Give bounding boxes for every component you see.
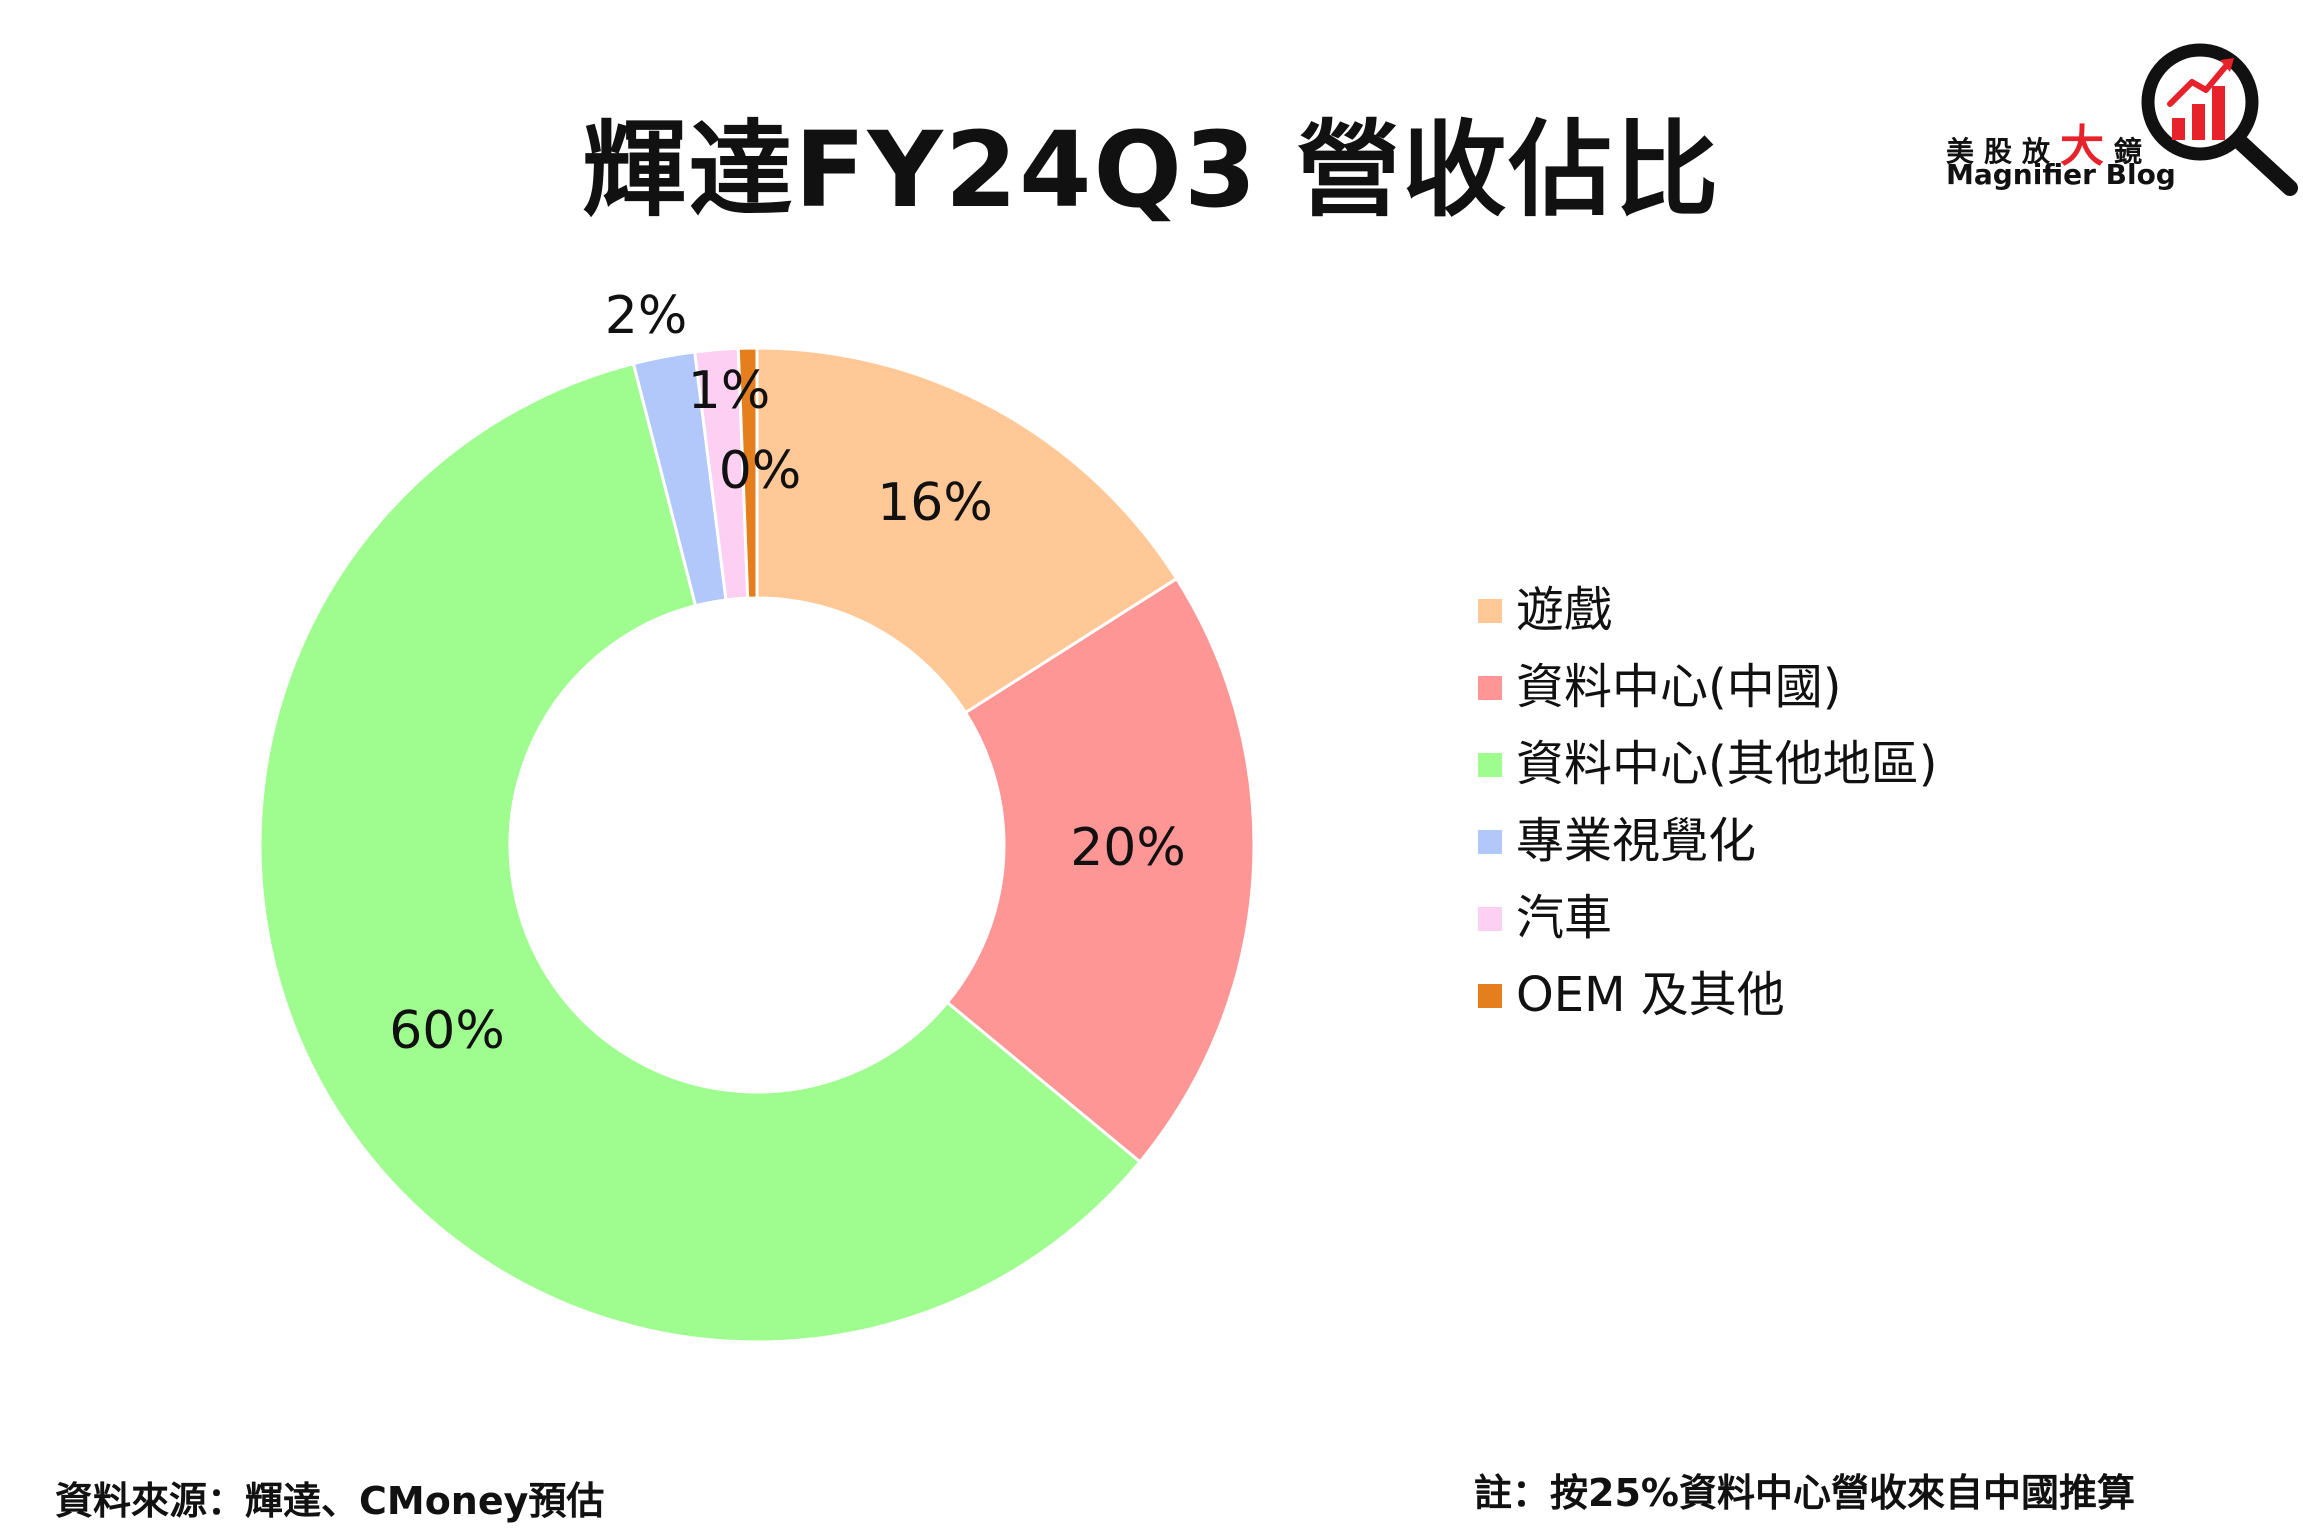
legend-label-4: 汽車 — [1516, 890, 1613, 946]
legend-label-1: 資料中心(中國) — [1516, 659, 1842, 715]
legend-swatch-2 — [1478, 753, 1502, 777]
chart-title: 輝達FY24Q3 營收佔比 — [582, 109, 1721, 231]
donut-slice-5 — [736, 346, 759, 600]
legend-label-3: 專業視覺化 — [1516, 813, 1757, 869]
magnifier-chart-icon — [2141, 43, 2298, 196]
slice-data-label-1: 20% — [1070, 818, 1186, 878]
legend-swatch-1 — [1478, 676, 1502, 700]
legend-label-2: 資料中心(其他地區) — [1516, 736, 1938, 792]
logo-text-english: Magnifier Blog — [1946, 158, 2176, 191]
donut-slice-0 — [755, 346, 1179, 715]
logo-text-chinese: 美股放大鏡 — [1946, 121, 2153, 172]
legend-swatch-3 — [1478, 830, 1502, 854]
donut-slice-2 — [258, 361, 1143, 1344]
donut-slice-1 — [945, 576, 1256, 1164]
footnote: 註：按25%資料中心營收來自中國推算 — [1474, 1471, 2135, 1515]
brand-logo: 美股放大鏡 Magnifier Blog — [1930, 30, 2300, 200]
legend-label-0: 遊戲 — [1516, 582, 1613, 638]
source-note: 資料來源：輝達、CMoney預估 — [55, 1479, 605, 1523]
slice-data-label-5: 0% — [719, 441, 802, 501]
legend-label-5: OEM 及其他 — [1516, 967, 1785, 1023]
donut-chart: 16% 20% 60% 2%1% 0% — [258, 286, 1256, 1344]
legend-swatch-5 — [1478, 984, 1502, 1008]
slice-data-label-2: 60% — [389, 1001, 505, 1061]
slice-data-label-4: 1% — [688, 361, 771, 421]
slice-data-label-3: 2% — [605, 286, 688, 346]
legend-swatch-0 — [1478, 599, 1502, 623]
slice-data-label-0: 16% — [877, 473, 993, 533]
legend-swatch-4 — [1478, 907, 1502, 931]
